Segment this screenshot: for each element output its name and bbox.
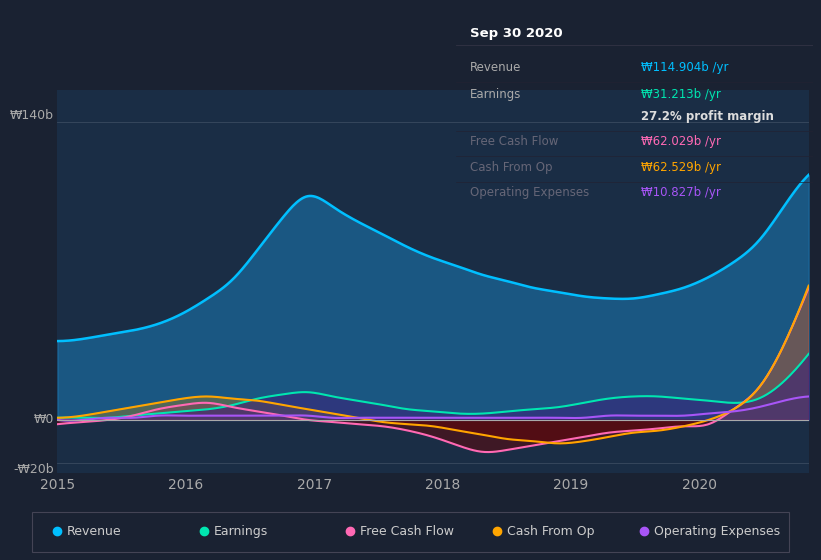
Text: Operating Expenses: Operating Expenses xyxy=(470,186,589,199)
Text: Earnings: Earnings xyxy=(213,525,268,538)
Text: ₩140b: ₩140b xyxy=(10,109,53,122)
Text: ₩114.904b /yr: ₩114.904b /yr xyxy=(641,61,729,74)
Text: Revenue: Revenue xyxy=(67,525,122,538)
Text: Free Cash Flow: Free Cash Flow xyxy=(470,135,558,148)
Text: Revenue: Revenue xyxy=(470,61,521,74)
Text: ₩10.827b /yr: ₩10.827b /yr xyxy=(641,186,721,199)
Text: Cash From Op: Cash From Op xyxy=(507,525,594,538)
Text: 27.2% profit margin: 27.2% profit margin xyxy=(641,110,774,123)
Text: ₩62.529b /yr: ₩62.529b /yr xyxy=(641,161,722,174)
Text: ₩0: ₩0 xyxy=(34,413,53,426)
Text: Cash From Op: Cash From Op xyxy=(470,161,553,174)
Text: -₩20b: -₩20b xyxy=(13,463,53,475)
Text: Operating Expenses: Operating Expenses xyxy=(654,525,780,538)
Text: Sep 30 2020: Sep 30 2020 xyxy=(470,27,562,40)
Text: ₩31.213b /yr: ₩31.213b /yr xyxy=(641,88,721,101)
Text: Earnings: Earnings xyxy=(470,88,521,101)
Text: Free Cash Flow: Free Cash Flow xyxy=(360,525,454,538)
Text: ₩62.029b /yr: ₩62.029b /yr xyxy=(641,135,722,148)
